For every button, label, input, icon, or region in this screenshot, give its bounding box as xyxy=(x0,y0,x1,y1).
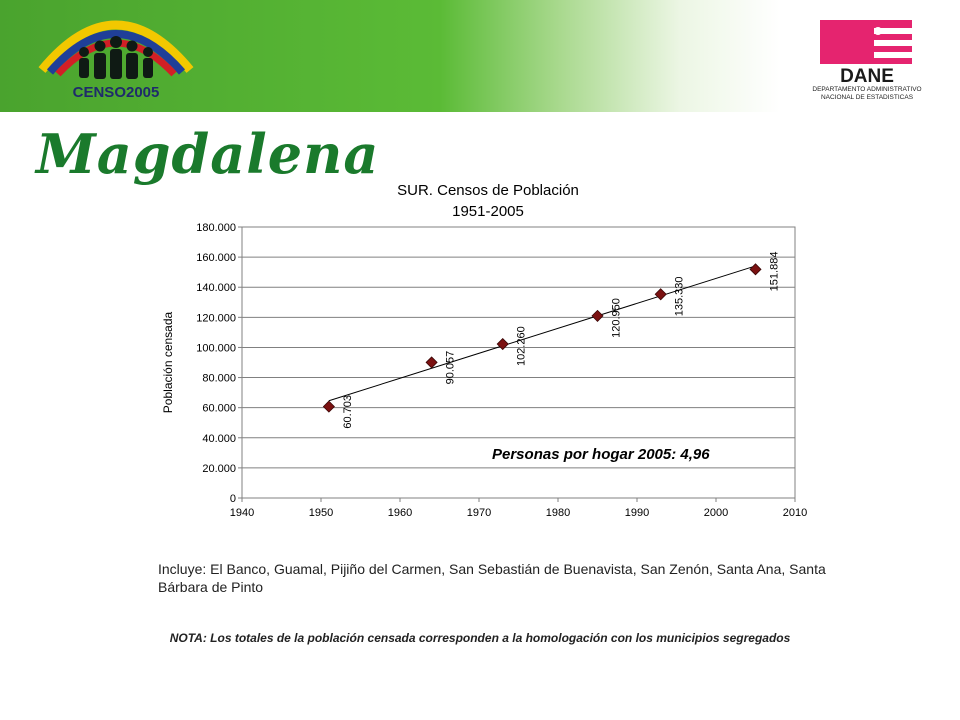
y-tick-label: 120.000 xyxy=(196,312,236,324)
censo-2005-logo: CENSO2005 xyxy=(28,8,204,104)
plot-area xyxy=(241,226,796,499)
x-tick-label: 2000 xyxy=(704,507,728,519)
population-chart: SUR. Censos de Población 1951-2005 0 20.0… xyxy=(161,182,807,519)
included-municipalities-text: Incluye: El Banco, Guamal, Pijiño del Ca… xyxy=(158,561,826,595)
y-tick-label: 160.000 xyxy=(196,252,236,264)
y-axis-ticks: 0 20.000 40.000 60.000 80.000 100.000 120.000 1… xyxy=(196,222,242,505)
x-tick-label: 1990 xyxy=(625,507,649,519)
x-tick-label: 1950 xyxy=(309,507,333,519)
data-point-label: 120.950 xyxy=(611,298,623,338)
x-tick-label: 1970 xyxy=(467,507,491,519)
dane-subtitle-line1: DEPARTAMENTO ADMINISTRATIVO xyxy=(812,86,922,93)
dane-logo-text: DANE xyxy=(840,66,894,84)
data-point-label: 102.260 xyxy=(516,326,528,366)
persons-per-household-annotation: Personas por hogar 2005: 4,96 xyxy=(492,446,710,463)
data-point-label: 135.330 xyxy=(674,276,686,316)
y-tick-label: 100.000 xyxy=(196,342,236,354)
data-point-marker xyxy=(322,400,335,413)
censo-logo-text: CENSO2005 xyxy=(72,84,160,101)
y-tick-label: 80.000 xyxy=(202,373,236,385)
dane-subtitle: DEPARTAMENTO ADMINISTRATIVO NACIONAL DE … xyxy=(792,86,942,102)
x-tick-label: 1960 xyxy=(388,507,412,519)
chart-gridlines xyxy=(242,256,795,469)
chart-title-line1: SUR. Censos de Población xyxy=(397,182,579,199)
footnote: NOTA: Los totales de la población censad… xyxy=(169,631,791,645)
y-tick-label: 140.000 xyxy=(196,282,236,294)
data-point-label: 151.884 xyxy=(769,252,781,292)
censo-rainbow-icon xyxy=(38,20,194,79)
data-point-marker xyxy=(749,263,762,276)
chart-title-line2: 1951-2005 xyxy=(452,203,524,220)
data-point-marker xyxy=(654,288,667,301)
data-point-label: 90.057 xyxy=(445,351,457,385)
y-axis-label: Población censada xyxy=(161,311,175,413)
page-title: Magdalena xyxy=(36,122,380,186)
header-banner xyxy=(0,0,960,112)
dane-logo: DANE xyxy=(812,18,922,87)
trend-line xyxy=(328,265,756,402)
y-tick-label: 40.000 xyxy=(202,433,236,445)
data-point-marker xyxy=(425,356,438,369)
x-tick-label: 1980 xyxy=(546,507,570,519)
data-point-label: 60.703 xyxy=(342,395,354,429)
dane-subtitle-line2: NACIONAL DE ESTADISTICAS xyxy=(820,94,914,101)
y-tick-label: 180.000 xyxy=(196,222,236,234)
data-point-marker xyxy=(496,337,509,351)
y-tick-label: 20.000 xyxy=(202,463,236,475)
data-points: 60.703 90.057 102.260 120.950 135.330 151.884 xyxy=(322,252,781,429)
data-point-marker xyxy=(591,309,604,322)
x-tick-label: 1940 xyxy=(230,507,254,519)
y-tick-label: 60.000 xyxy=(202,403,236,415)
dane-mark-icon: DANE xyxy=(820,20,912,87)
x-axis-ticks: 1940 1950 1960 1970 1980 1990 2000 2010 xyxy=(230,498,807,519)
y-tick-label: 0 xyxy=(230,493,236,505)
x-tick-label: 2010 xyxy=(783,507,807,519)
